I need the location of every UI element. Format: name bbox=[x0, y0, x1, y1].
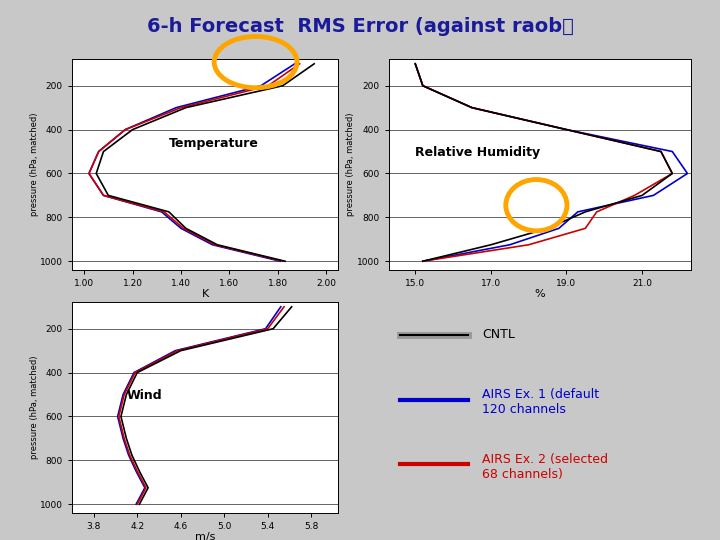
X-axis label: m/s: m/s bbox=[195, 532, 215, 540]
Text: Temperature: Temperature bbox=[169, 137, 258, 150]
X-axis label: %: % bbox=[535, 289, 545, 299]
Y-axis label: pressure (hPa, matched): pressure (hPa, matched) bbox=[346, 113, 356, 217]
Y-axis label: pressure (hPa, matched): pressure (hPa, matched) bbox=[30, 356, 39, 460]
Y-axis label: pressure (hPa, matched): pressure (hPa, matched) bbox=[30, 113, 39, 217]
Text: CNTL: CNTL bbox=[482, 328, 516, 341]
Text: AIRS Ex. 2 (selected
68 channels): AIRS Ex. 2 (selected 68 channels) bbox=[482, 453, 608, 481]
Text: Relative Humidity: Relative Humidity bbox=[415, 146, 541, 159]
Text: AIRS Ex. 1 (default
120 channels: AIRS Ex. 1 (default 120 channels bbox=[482, 388, 600, 416]
X-axis label: K: K bbox=[202, 289, 209, 299]
Text: 6-h Forecast  RMS Error (against raob）: 6-h Forecast RMS Error (against raob） bbox=[147, 17, 573, 37]
Text: Wind: Wind bbox=[127, 389, 162, 402]
